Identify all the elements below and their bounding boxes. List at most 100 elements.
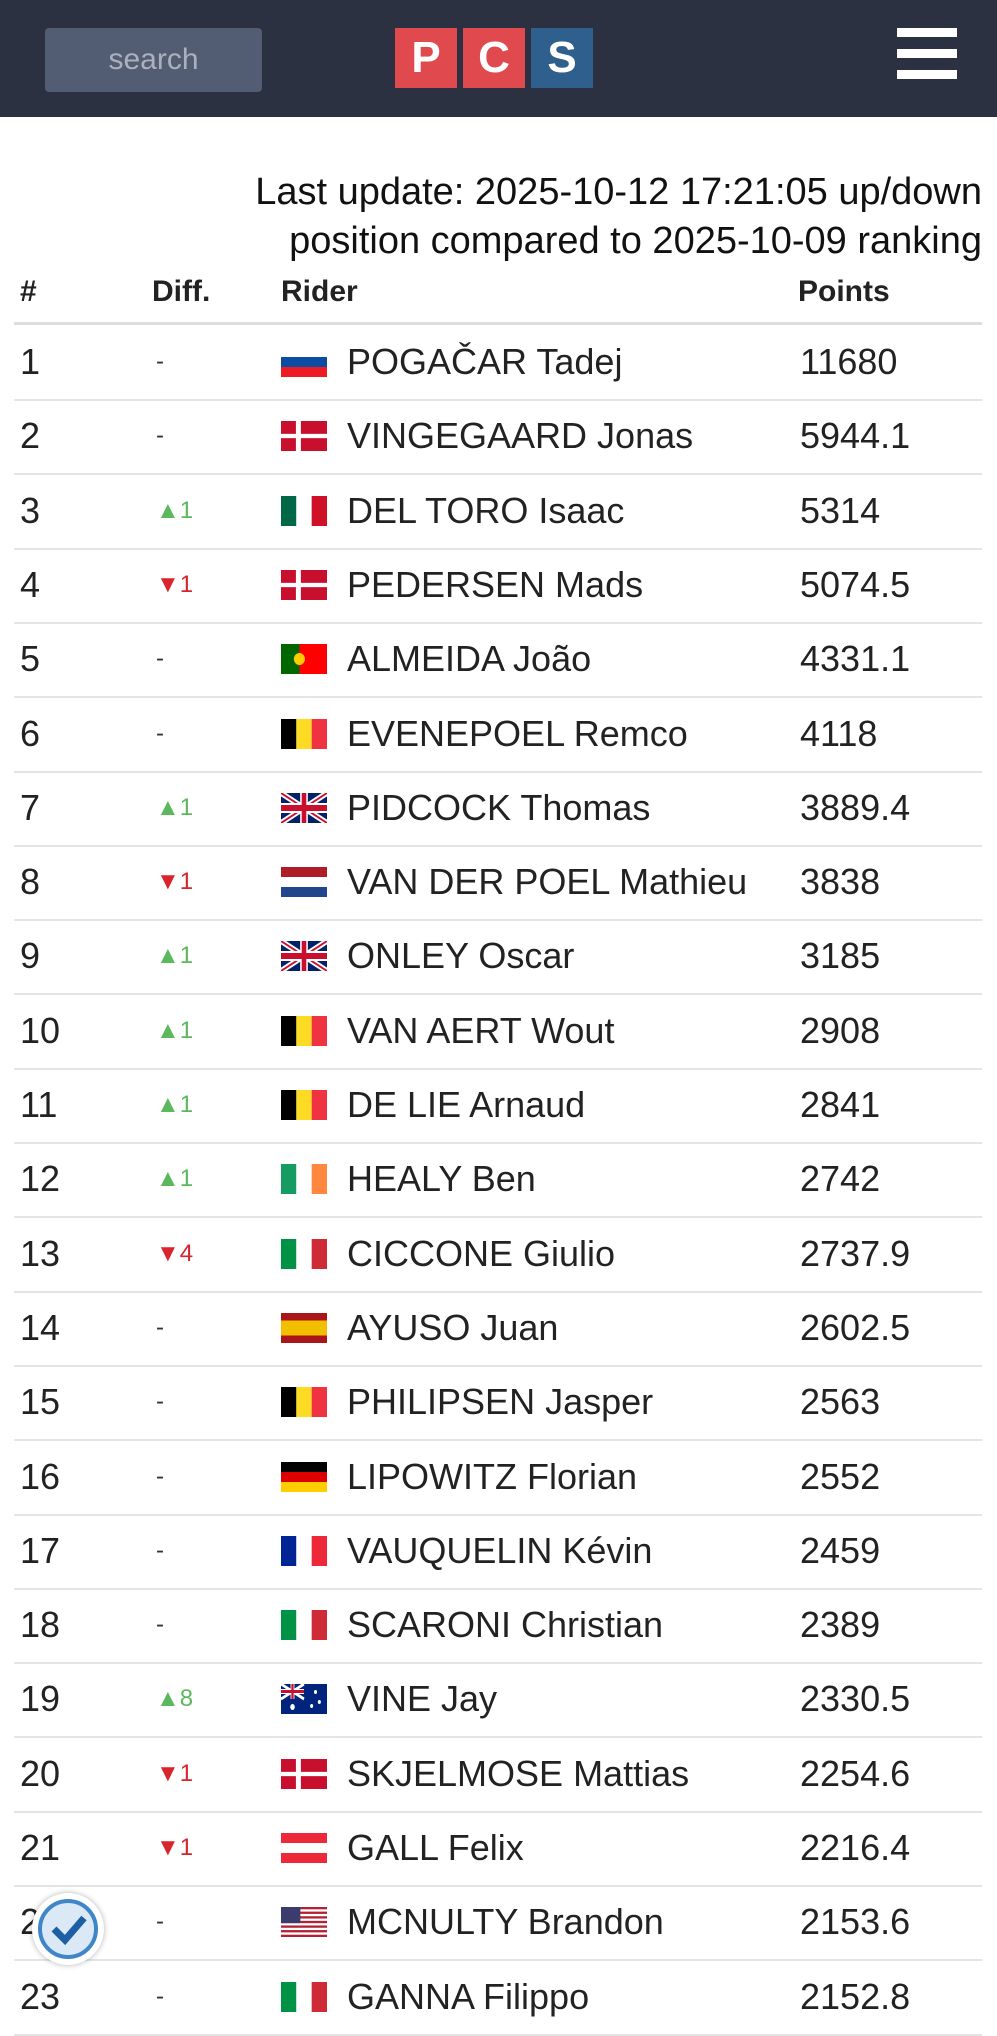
rider-name[interactable]: VAUQUELIN Kévin xyxy=(347,1529,653,1571)
ranking-row[interactable]: 13 ▼4 CICCONE Giulio 2737.9 xyxy=(14,1217,982,1293)
flag-part xyxy=(311,1238,327,1269)
flag-part xyxy=(281,1907,327,1938)
flag-part xyxy=(281,1238,327,1269)
rider-name[interactable]: VINGEGAARD Jonas xyxy=(347,415,694,457)
ranking-row[interactable]: 9 ▲1 ONLEY Oscar 3185 xyxy=(14,919,982,996)
diff: ▲1 xyxy=(156,1016,194,1044)
column-header: Rider xyxy=(281,275,358,308)
points: 2841 xyxy=(800,1084,881,1125)
ranking-row[interactable]: 21 ▼1 GALL Felix 2216.4 xyxy=(14,1811,982,1887)
ranking-row[interactable]: 3 ▲1 DEL TORO Isaac 5314 xyxy=(14,474,982,550)
rider-name[interactable]: ONLEY Oscar xyxy=(347,935,575,977)
ranking-row[interactable]: 15 - PHILIPSEN Jasper 2563 xyxy=(14,1365,982,1442)
rider-name[interactable]: GANNA Filippo xyxy=(347,1975,590,2017)
flag xyxy=(281,1758,327,1789)
rank: 2 xyxy=(20,415,41,457)
rider-name[interactable]: PIDCOCK Thomas xyxy=(347,786,651,828)
rider-name[interactable]: AYUSO Juan xyxy=(347,1306,559,1348)
update-info: Last update: 2025-10-12 17:21:05 up/down… xyxy=(82,168,982,266)
rank: 9 xyxy=(20,935,41,977)
flag-part xyxy=(281,1932,327,1935)
rider-name[interactable]: VAN AERT Wout xyxy=(347,1009,615,1051)
rider-name[interactable]: GALL Felix xyxy=(347,1827,524,1868)
diff: ▲1 xyxy=(156,1165,194,1193)
rider-name[interactable]: POGAČAR Tadej xyxy=(347,341,623,382)
ranking-row[interactable]: 12 ▲1 HEALY Ben 2742 xyxy=(14,1142,982,1219)
diff: - xyxy=(156,1982,164,2010)
search-box[interactable]: search xyxy=(45,28,262,92)
ranking-row[interactable]: 2 - VINGEGAARD Jonas 5944.1 xyxy=(14,399,982,476)
ranking-row[interactable]: 8 ▼1 VAN DER POEL Mathieu 3838 xyxy=(14,845,982,922)
flag-part xyxy=(296,1610,312,1641)
rider-name[interactable]: HEALY Ben xyxy=(347,1158,536,1200)
rider-name[interactable]: PHILIPSEN Jasper xyxy=(347,1381,654,1423)
rider-name[interactable]: LIPOWITZ Florian xyxy=(347,1455,638,1497)
flag-part xyxy=(281,1090,297,1120)
ranking-row[interactable]: 10 ▲1 VAN AERT Wout 2908 xyxy=(14,994,982,1070)
flag-part xyxy=(296,1535,312,1566)
rider-name[interactable]: VAN DER POEL Mathieu xyxy=(347,861,748,903)
ranking-row[interactable]: 11 ▲1 DE LIE Arnaud 2841 xyxy=(14,1068,982,1144)
verified-badge[interactable] xyxy=(32,1893,104,1965)
logo-letter: P xyxy=(395,28,457,88)
flag-part xyxy=(296,495,312,526)
ranking-row[interactable]: 7 ▲1 PIDCOCK Thomas 3889.4 xyxy=(14,771,982,847)
ranking-row[interactable]: 16 - LIPOWITZ Florian 2552 xyxy=(14,1440,982,1516)
points: 2552 xyxy=(800,1455,881,1497)
flag-part xyxy=(281,644,300,675)
rider-name[interactable]: SCARONI Christian xyxy=(347,1604,664,1646)
rank: 15 xyxy=(20,1381,61,1423)
ranking-row[interactable]: 19 ▲8 VINE Jay 2330.5 xyxy=(14,1662,982,1739)
rider-name[interactable]: PEDERSEN Mads xyxy=(347,563,644,605)
flag-part xyxy=(317,1700,321,1705)
flag-part xyxy=(311,1610,327,1641)
ranking-row[interactable]: 6 - EVENEPOEL Remco 4118 xyxy=(14,697,982,773)
points: 2330.5 xyxy=(800,1678,911,1720)
flag xyxy=(281,867,327,898)
rank: 14 xyxy=(20,1306,61,1348)
rider-name[interactable]: MCNULTY Brandon xyxy=(347,1901,664,1943)
flag xyxy=(279,938,329,975)
rider-name[interactable]: VINE Jay xyxy=(347,1678,498,1720)
flag-part xyxy=(281,367,327,377)
rider-name[interactable]: SKJELMOSE Mattias xyxy=(347,1752,690,1794)
flag xyxy=(281,1461,327,1492)
flag-part xyxy=(311,1090,327,1120)
ranking-row[interactable]: 14 - AYUSO Juan 2602.5 xyxy=(14,1291,982,1367)
flag xyxy=(281,421,327,452)
ranking-row[interactable]: 17 - VAUQUELIN Kévin 2459 xyxy=(14,1514,982,1590)
rank: 13 xyxy=(20,1232,61,1274)
ranking-row[interactable]: 20 ▼1 SKJELMOSE Mattias 2254.6 xyxy=(14,1737,982,1813)
flag-part xyxy=(281,1684,304,1700)
flag-part xyxy=(281,1535,327,1566)
flag-part xyxy=(281,718,327,749)
rider-name[interactable]: DE LIE Arnaud xyxy=(347,1084,586,1125)
ranking-row[interactable]: 1 - POGAČAR Tadej 11680 xyxy=(14,325,982,401)
flag xyxy=(281,1238,327,1269)
rider-name[interactable]: EVENEPOEL Remco xyxy=(347,712,688,754)
diff: ▲1 xyxy=(156,1091,194,1118)
points: 2459 xyxy=(800,1529,881,1571)
flag-part xyxy=(281,1164,327,1195)
ranking-row[interactable]: 23 - GANNA Filippo 2152.8 xyxy=(14,1960,982,2036)
ranking-row[interactable]: 18 - SCARONI Christian 2389 xyxy=(14,1588,982,1665)
menu-button[interactable] xyxy=(897,28,957,91)
flag-part xyxy=(281,1090,327,1120)
rider-name[interactable]: CICCONE Giulio xyxy=(347,1232,616,1274)
diff: - xyxy=(156,719,164,747)
flag-part xyxy=(281,1461,327,1492)
logo[interactable]: P C S xyxy=(395,28,593,88)
points: 11680 xyxy=(800,341,898,382)
rider-name[interactable]: ALMEIDA João xyxy=(347,638,592,680)
rider-name[interactable]: DEL TORO Isaac xyxy=(347,489,625,531)
points: 3185 xyxy=(800,935,881,977)
points: 3889.4 xyxy=(800,786,911,828)
flag-part xyxy=(281,582,327,588)
diff: ▼1 xyxy=(156,1834,194,1861)
flag-part xyxy=(281,718,297,749)
ranking-row[interactable]: 5 - ALMEIDA João 4331.1 xyxy=(14,622,982,699)
ranking-row[interactable]: 4 ▼1 PEDERSEN Mads 5074.5 xyxy=(14,548,982,624)
column-header: Points xyxy=(798,275,890,308)
diff: - xyxy=(156,348,164,375)
